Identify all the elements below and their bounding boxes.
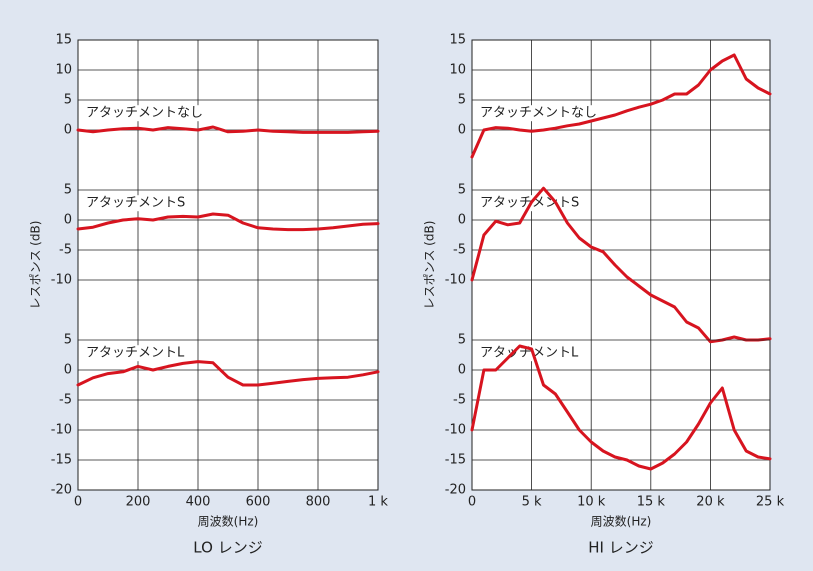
y-tick-label: -10 xyxy=(445,273,466,288)
chart-title: HI レンジ xyxy=(588,539,653,557)
line-series xyxy=(76,212,380,232)
y-tick-label: 15 xyxy=(55,33,72,48)
x-tick-label: 25 k xyxy=(756,495,785,510)
y-tick-label: -5 xyxy=(453,393,466,408)
y-tick-label: -20 xyxy=(51,483,72,498)
series-label: アタッチメントなし xyxy=(480,106,597,121)
line-series xyxy=(76,360,380,387)
label-bg xyxy=(83,345,188,362)
label-bg xyxy=(83,105,207,122)
line-series xyxy=(470,53,772,159)
x-tick-label: 20 k xyxy=(696,495,725,510)
y-axis-label: レスポンス (dB) xyxy=(423,221,437,310)
y-tick-label: -10 xyxy=(51,273,72,288)
label-bg xyxy=(477,345,582,362)
y-tick-label: 15 xyxy=(449,33,466,48)
line-series xyxy=(470,344,772,471)
x-tick-label: 15 k xyxy=(637,495,666,510)
series-label: アタッチメントL xyxy=(480,346,579,361)
x-tick-label: 0 xyxy=(74,495,82,510)
y-tick-label: 0 xyxy=(64,123,72,138)
y-tick-label: 0 xyxy=(458,123,466,138)
y-tick-label: 5 xyxy=(64,333,72,348)
x-tick-label: 200 xyxy=(126,495,151,510)
y-axis-label: レスポンス (dB) xyxy=(29,221,43,310)
y-tick-label: -15 xyxy=(51,453,72,468)
x-tick-label: 1 k xyxy=(368,495,388,510)
line-series xyxy=(76,125,380,134)
y-tick-label: 0 xyxy=(458,213,466,228)
y-tick-label: -20 xyxy=(445,483,466,498)
series-label: アタッチメントS xyxy=(86,196,185,211)
x-tick-label: 800 xyxy=(306,495,331,510)
y-tick-label: 0 xyxy=(64,213,72,228)
chart-title: LO レンジ xyxy=(193,539,262,557)
label-bg xyxy=(83,195,189,212)
y-tick-label: 5 xyxy=(458,183,466,198)
x-axis-label: 周波数(Hz) xyxy=(591,514,652,529)
y-tick-label: 5 xyxy=(64,93,72,108)
label-bg xyxy=(477,105,601,122)
y-tick-label: 5 xyxy=(64,183,72,198)
y-tick-label: -10 xyxy=(445,423,466,438)
y-tick-label: -10 xyxy=(51,423,72,438)
y-tick-label: -5 xyxy=(59,393,72,408)
x-tick-label: 5 k xyxy=(522,495,542,510)
y-tick-label: -15 xyxy=(445,453,466,468)
y-tick-label: -5 xyxy=(453,243,466,258)
y-tick-label: 10 xyxy=(55,63,72,78)
x-tick-label: 0 xyxy=(468,495,476,510)
y-tick-label: 5 xyxy=(458,93,466,108)
y-tick-label: 0 xyxy=(64,363,72,378)
y-tick-label: -5 xyxy=(59,243,72,258)
x-tick-label: 600 xyxy=(246,495,271,510)
y-tick-label: 10 xyxy=(449,63,466,78)
x-tick-label: 400 xyxy=(186,495,211,510)
x-axis-label: 周波数(Hz) xyxy=(198,514,259,529)
y-tick-label: 0 xyxy=(458,363,466,378)
y-tick-label: 5 xyxy=(458,333,466,348)
series-label: アタッチメントなし xyxy=(86,106,203,121)
series-label: アタッチメントL xyxy=(86,346,185,361)
x-tick-label: 10 k xyxy=(577,495,606,510)
